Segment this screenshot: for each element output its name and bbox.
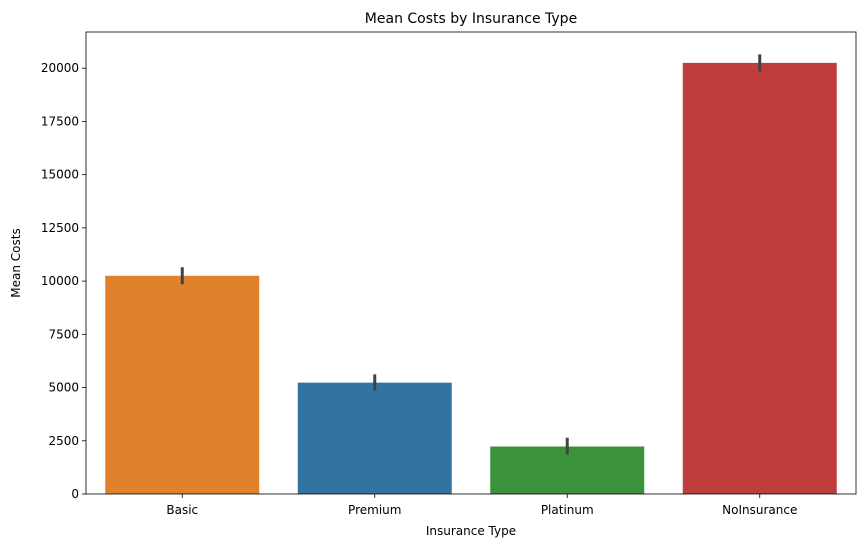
y-axis: 0 2500 5000 7500 10000 12500 15000 17500 20000 xyxy=(41,61,86,501)
y-tick-label: 2500 xyxy=(48,434,79,448)
error-bars xyxy=(180,54,762,455)
bar-premium xyxy=(297,382,452,494)
plot-frame xyxy=(85,31,857,495)
bar-basic xyxy=(105,275,260,494)
bar-noinsurance xyxy=(682,62,837,494)
chart-title: Mean Costs by Insurance Type xyxy=(365,11,577,27)
y-tick-label: 15000 xyxy=(41,168,79,182)
y-tick-label: 10000 xyxy=(41,274,79,288)
y-tick-label: 12500 xyxy=(41,221,79,235)
y-tick-label: 7500 xyxy=(48,327,79,341)
x-tick-label: Premium xyxy=(348,503,401,517)
y-tick-label: 20000 xyxy=(41,61,79,75)
y-axis-label: Mean Costs xyxy=(9,228,23,297)
bars xyxy=(105,62,837,494)
x-axis-label: Insurance Type xyxy=(426,524,516,538)
x-tick-label: NoInsurance xyxy=(722,503,797,517)
x-tick-label: Basic xyxy=(166,503,198,517)
y-tick-label: 5000 xyxy=(48,381,79,395)
x-tick-label: Platinum xyxy=(541,503,594,517)
y-tick-label: 17500 xyxy=(41,114,79,128)
x-axis: Basic Premium Platinum NoInsurance xyxy=(166,494,797,517)
y-tick-label: 0 xyxy=(71,487,79,501)
